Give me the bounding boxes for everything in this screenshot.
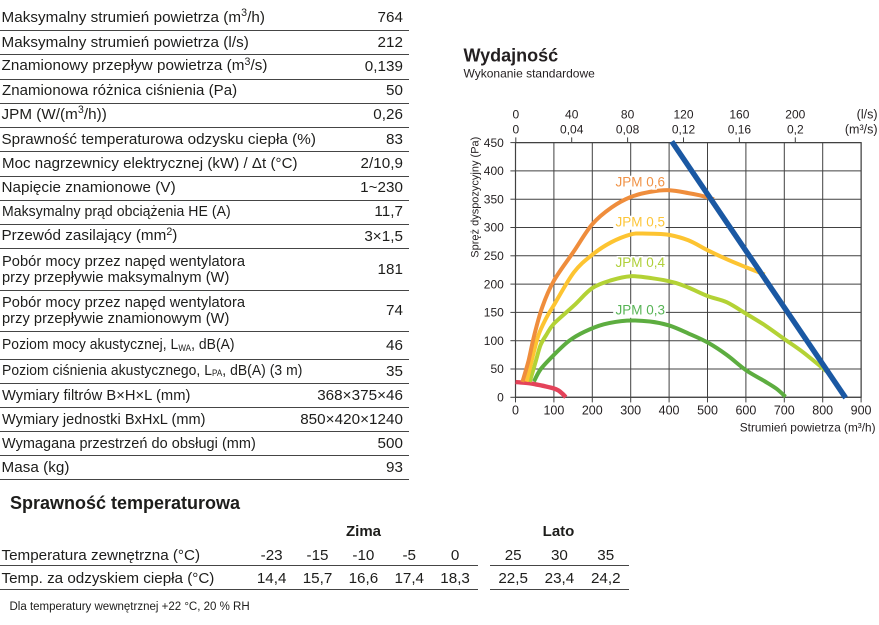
svg-text:800: 800 <box>812 404 833 418</box>
svg-text:0: 0 <box>497 391 504 405</box>
svg-text:(m³/s): (m³/s) <box>845 123 878 137</box>
svg-text:0: 0 <box>512 123 519 137</box>
svg-text:900: 900 <box>851 404 872 418</box>
svg-text:0,12: 0,12 <box>672 123 696 137</box>
svg-text:400: 400 <box>659 404 680 418</box>
svg-text:50: 50 <box>490 362 504 376</box>
svg-text:160: 160 <box>729 108 749 122</box>
svg-text:Wydajność: Wydajność <box>464 46 559 66</box>
svg-text:500: 500 <box>697 404 718 418</box>
svg-text:450: 450 <box>484 136 504 150</box>
svg-text:600: 600 <box>735 404 756 418</box>
svg-text:JPM 0,3: JPM 0,3 <box>616 302 666 317</box>
svg-text:0,16: 0,16 <box>728 123 752 137</box>
svg-text:100: 100 <box>484 334 504 348</box>
svg-text:300: 300 <box>484 221 504 235</box>
svg-text:350: 350 <box>484 192 504 206</box>
svg-text:0: 0 <box>512 404 519 418</box>
svg-text:Wykonanie standardowe: Wykonanie standardowe <box>464 67 596 81</box>
svg-text:400: 400 <box>484 164 504 178</box>
svg-text:JPM 0,6: JPM 0,6 <box>616 174 666 189</box>
svg-text:100: 100 <box>543 404 564 418</box>
svg-text:40: 40 <box>565 108 579 122</box>
svg-text:0,08: 0,08 <box>616 123 640 137</box>
svg-text:0,04: 0,04 <box>560 123 584 137</box>
svg-text:120: 120 <box>673 108 693 122</box>
svg-text:250: 250 <box>484 249 504 263</box>
svg-text:200: 200 <box>582 404 603 418</box>
svg-text:JPM 0,5: JPM 0,5 <box>616 214 666 229</box>
svg-text:150: 150 <box>484 306 504 320</box>
svg-text:Spręż dyspozycyjny (Pa): Spręż dyspozycyjny (Pa) <box>470 137 482 258</box>
svg-text:(l/s): (l/s) <box>857 108 878 122</box>
svg-text:JPM 0,4: JPM 0,4 <box>616 255 666 270</box>
svg-text:80: 80 <box>621 108 635 122</box>
svg-text:200: 200 <box>484 277 504 291</box>
svg-text:Strumień powietrza (m³/h): Strumień powietrza (m³/h) <box>740 420 876 434</box>
svg-text:700: 700 <box>774 404 795 418</box>
svg-text:0,2: 0,2 <box>787 123 804 137</box>
svg-text:0: 0 <box>512 108 519 122</box>
svg-text:300: 300 <box>620 404 641 418</box>
svg-text:200: 200 <box>785 108 805 122</box>
